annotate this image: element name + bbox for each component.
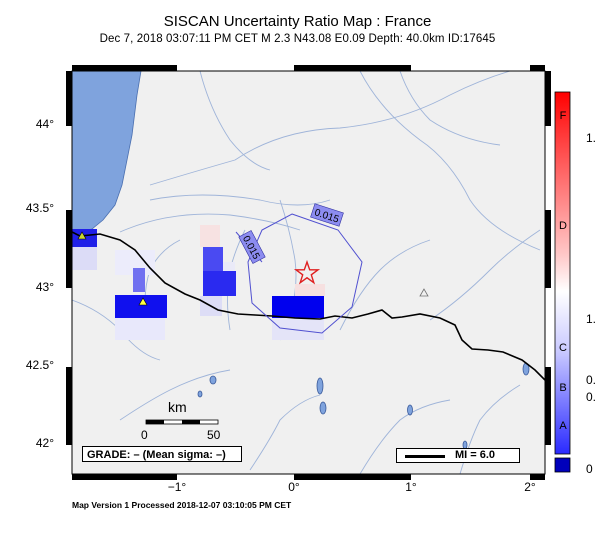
mi-legend-text: MI = 6.0 (455, 449, 496, 461)
footer-processed: Map Version 1 Processed 2018-12-07 03:10… (72, 500, 292, 510)
lat-label: 43.5° (25, 201, 54, 215)
contour-label: 0.015 (310, 203, 344, 227)
colorbar-letter: A (559, 420, 567, 432)
lat-label: 44° (35, 117, 54, 131)
mi-legend: MI = 6.0 (396, 448, 520, 463)
colorbar-letter: F (559, 110, 567, 122)
lat-label: 42.5° (25, 358, 54, 372)
colorbar (554, 91, 571, 455)
scale-bar (145, 419, 219, 425)
scale-bar-left: 0 (141, 428, 148, 442)
border-line (72, 231, 545, 381)
lon-label: 1° (405, 480, 417, 494)
colorbar-value: 0.9 (586, 390, 595, 404)
map-title: SISCAN Uncertainty Ratio Map : France (163, 13, 432, 30)
colorbar-letter: B (559, 382, 567, 394)
colorbar-below (554, 457, 571, 473)
scale-bar-right: 50 (207, 428, 221, 442)
scale-bar-title: km (168, 399, 187, 415)
lat-label: 42° (35, 436, 54, 450)
colorbar-value: 1.2 (586, 131, 595, 145)
lon-label: 2° (524, 480, 536, 494)
station-icon (138, 297, 148, 306)
colorbar-value: 0.9 (586, 373, 595, 387)
lon-label: −1° (167, 480, 187, 494)
mi-legend-line (405, 455, 445, 458)
lon-label: 0° (288, 480, 300, 494)
grade-box: GRADE: – (Mean sigma: –) (82, 446, 242, 462)
station-icon (77, 231, 87, 240)
colorbar-value: 1.0 (586, 312, 595, 326)
rivers (72, 71, 541, 474)
colorbar-letter: D (559, 220, 567, 232)
station-icon (419, 288, 429, 297)
colorbar-letter: C (559, 342, 567, 354)
colorbar-value: 0 (586, 462, 593, 476)
lakes (197, 362, 530, 450)
lat-label: 43° (35, 280, 54, 294)
frame-ticks (66, 65, 551, 480)
event-info: Dec 7, 2018 03:07:11 PM CET M 2.3 N43.08… (99, 33, 496, 45)
epicenter-star-icon (293, 259, 321, 285)
